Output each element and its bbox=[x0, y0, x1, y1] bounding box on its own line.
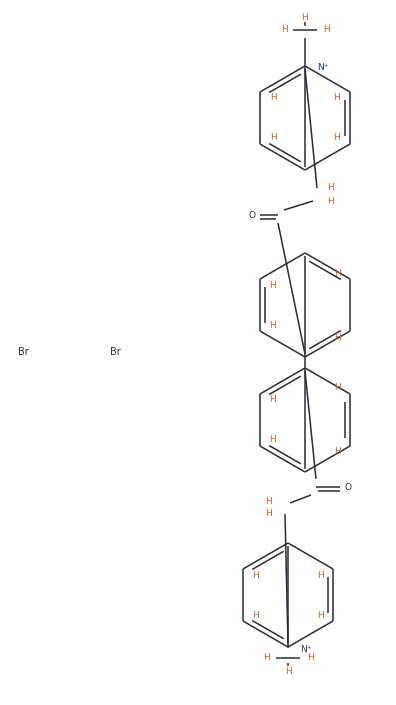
Text: H: H bbox=[285, 666, 291, 675]
Text: H: H bbox=[307, 654, 313, 663]
Text: H: H bbox=[333, 133, 339, 142]
Text: H: H bbox=[253, 570, 259, 580]
Text: H: H bbox=[317, 611, 324, 620]
Text: H: H bbox=[266, 510, 272, 518]
Text: N⁺: N⁺ bbox=[317, 63, 329, 73]
Text: H: H bbox=[334, 384, 341, 393]
Text: H: H bbox=[317, 570, 324, 580]
Text: H: H bbox=[270, 436, 276, 444]
Text: H: H bbox=[334, 333, 341, 341]
Text: H: H bbox=[263, 654, 269, 663]
Text: H: H bbox=[302, 13, 308, 21]
Text: H: H bbox=[323, 25, 329, 35]
Text: N⁺: N⁺ bbox=[300, 644, 312, 654]
Text: H: H bbox=[270, 396, 276, 405]
Text: Br: Br bbox=[110, 347, 121, 357]
Text: H: H bbox=[270, 133, 277, 142]
Text: O: O bbox=[249, 211, 255, 219]
Text: H: H bbox=[253, 611, 259, 620]
Text: H: H bbox=[270, 321, 276, 329]
Text: H: H bbox=[270, 281, 276, 290]
Text: O: O bbox=[345, 482, 352, 491]
Text: H: H bbox=[281, 25, 287, 35]
Text: H: H bbox=[270, 94, 277, 102]
Text: H: H bbox=[327, 197, 334, 205]
Text: Br: Br bbox=[18, 347, 29, 357]
Text: H: H bbox=[266, 496, 272, 505]
Text: H: H bbox=[333, 94, 339, 102]
Text: H: H bbox=[327, 183, 334, 192]
Text: H: H bbox=[334, 269, 341, 278]
Text: H: H bbox=[334, 448, 341, 457]
